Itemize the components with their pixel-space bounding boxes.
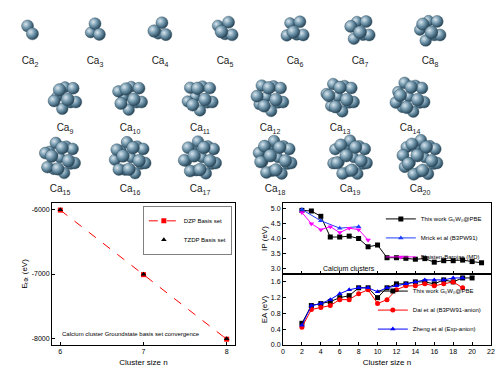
svg-text:16: 16 [430,348,438,355]
svg-text:This work G₀W₀@PBE: This work G₀W₀@PBE [421,216,482,222]
svg-text:Calcium cluster Groundstate ba: Calcium cluster Groundstate basis set co… [62,331,200,337]
svg-text:22: 22 [487,348,495,355]
svg-text:Ca18: Ca18 [265,183,286,196]
svg-text:Ca17: Ca17 [190,183,211,196]
svg-text:2: 2 [300,348,304,355]
svg-text:Ca13: Ca13 [330,122,351,135]
svg-text:0.4: 0.4 [271,326,281,333]
svg-text:4.5: 4.5 [271,220,281,227]
svg-text:0.0: 0.0 [271,341,281,348]
svg-text:0: 0 [281,348,285,355]
svg-text:Ca15: Ca15 [50,183,71,196]
svg-text:1.6: 1.6 [271,278,281,285]
svg-text:Dai et al (B3PW91-anion): Dai et al (B3PW91-anion) [413,307,481,313]
svg-text:Ca16: Ca16 [120,183,141,196]
svg-text:20: 20 [468,348,476,355]
svg-text:Ca14: Ca14 [400,122,421,135]
svg-text:4: 4 [319,348,323,355]
svg-text:Ca5: Ca5 [217,55,234,68]
svg-text:3.5: 3.5 [271,250,281,257]
svg-text:Calcium clusters: Calcium clusters [323,265,375,272]
svg-text:Cluster size n: Cluster size n [119,358,167,367]
svg-text:Blaisten-Barojas (MD): Blaisten-Barojas (MD) [421,254,480,260]
svg-text:Ca12: Ca12 [260,122,281,135]
svg-text:Ca9: Ca9 [57,122,74,135]
svg-text:Zheng et al (Exp-anion): Zheng et al (Exp-anion) [413,326,476,332]
svg-text:6: 6 [58,348,62,355]
svg-text:TZDP Basis set: TZDP Basis set [184,237,226,243]
svg-text:Ca8: Ca8 [422,55,439,68]
svg-text:6: 6 [338,348,342,355]
svg-text:Ca11: Ca11 [190,122,210,135]
svg-text:14: 14 [411,348,419,355]
svg-text:Ca20: Ca20 [410,183,431,196]
svg-text:8: 8 [225,348,229,355]
svg-text:7: 7 [142,348,146,355]
svg-text:Ca3: Ca3 [87,55,104,68]
svg-text:5.0: 5.0 [271,205,281,212]
svg-text:Ca7: Ca7 [352,55,369,68]
svg-text:IP (eV): IP (eV) [260,226,269,251]
svg-text:18: 18 [449,348,457,355]
svg-text:DZP Basis set: DZP Basis set [184,218,222,224]
svg-text:8: 8 [357,348,361,355]
svg-text:Ca19: Ca19 [340,183,361,196]
svg-text:Ca4: Ca4 [152,55,169,68]
svg-text:12: 12 [393,348,401,355]
svg-text:Ca10: Ca10 [120,122,141,135]
svg-text:EA (eV): EA (eV) [260,295,269,323]
svg-text:4.0: 4.0 [271,235,281,242]
svg-text:-8000: -8000 [32,335,50,342]
svg-text:Cluster size n: Cluster size n [363,358,411,367]
svg-text:1.2: 1.2 [271,294,281,301]
svg-text:Ca6: Ca6 [287,55,304,68]
svg-text:Ca2: Ca2 [22,55,39,68]
svg-text:0.8: 0.8 [271,310,281,317]
svg-text:Eₜₒₜ (eV): Eₜₒₜ (eV) [20,259,29,289]
svg-text:-7000: -7000 [32,270,50,277]
svg-text:Mrick et al (B3PW91): Mrick et al (B3PW91) [421,235,478,241]
svg-text:10: 10 [374,348,382,355]
svg-text:-6000: -6000 [32,206,50,213]
svg-text:This work G₀W₀@PBE: This work G₀W₀@PBE [413,288,474,294]
svg-text:3.0: 3.0 [271,265,281,272]
